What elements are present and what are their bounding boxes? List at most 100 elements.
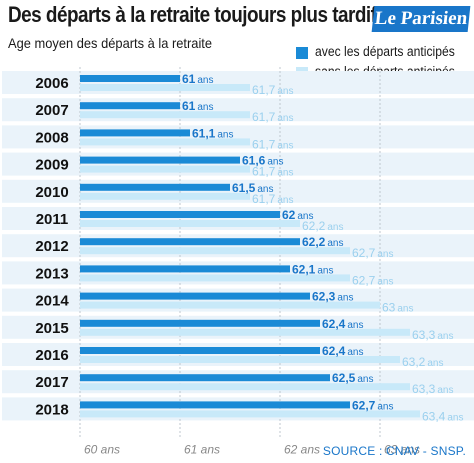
bar-sans-anticipes <box>80 356 400 363</box>
data-label-sans-value: 61,7 <box>252 83 276 97</box>
data-label-avec-value: 62,5 <box>332 371 356 385</box>
data-label-avec: 61,1 ans <box>192 126 233 140</box>
data-label-avec-unit: ans <box>377 401 393 412</box>
year-label: 2015 <box>35 320 68 337</box>
bar-avec-anticipes <box>80 319 320 327</box>
data-label-avec-value: 62,3 <box>312 290 336 304</box>
bar-avec-anticipes <box>80 211 280 218</box>
data-label-sans-unit: ans <box>277 86 293 97</box>
data-label-avec-unit: ans <box>337 293 353 304</box>
data-label-sans-value: 62,7 <box>352 246 376 260</box>
bar-sans-anticipes <box>80 220 300 227</box>
data-label-sans-value: 63,4 <box>422 409 446 423</box>
x-tick-label: 63 ans <box>384 443 420 457</box>
bar-sans-anticipes <box>80 111 250 119</box>
data-label-sans: 63,3 ans <box>412 382 453 396</box>
bar-sans-anticipes <box>80 165 250 173</box>
data-label-avec: 62,3 ans <box>312 290 353 304</box>
x-tick-label: 61 ans <box>184 443 220 457</box>
data-label-sans-unit: ans <box>277 195 293 206</box>
data-label-sans: 62,2 ans <box>302 219 343 233</box>
data-label-avec-value: 62,4 <box>322 317 346 331</box>
x-tick-label: 60 ans <box>84 443 120 457</box>
year-label: 2018 <box>35 401 68 418</box>
data-label-sans: 61,7 ans <box>252 192 293 206</box>
year-label: 2010 <box>35 184 68 201</box>
data-label-avec-unit: ans <box>347 347 363 358</box>
data-label-sans-unit: ans <box>427 358 443 369</box>
data-label-avec-value: 61 <box>182 72 196 86</box>
year-label: 2008 <box>35 129 68 146</box>
data-label-avec: 62,4 ans <box>322 344 363 358</box>
legend-swatch-dark <box>296 47 308 59</box>
data-label-sans-value: 63 <box>382 301 396 315</box>
year-label: 2007 <box>35 102 68 119</box>
data-label-avec: 62,4 ans <box>322 317 363 331</box>
data-label-avec-unit: ans <box>217 129 233 140</box>
data-label-sans: 63 ans <box>382 301 413 315</box>
bar-sans-anticipes <box>80 192 250 200</box>
data-label-sans: 61,7 ans <box>252 83 293 97</box>
data-label-sans: 63,2 ans <box>402 355 443 369</box>
data-label-avec-unit: ans <box>257 184 273 195</box>
data-label-sans-unit: ans <box>277 113 293 124</box>
data-label-sans-unit: ans <box>437 331 453 342</box>
data-label-sans-value: 63,3 <box>412 328 436 342</box>
data-label-sans-unit: ans <box>447 412 463 423</box>
bar-avec-anticipes <box>80 75 180 82</box>
data-label-sans: 63,3 ans <box>412 328 453 342</box>
year-label: 2013 <box>35 265 68 282</box>
chart-subtitle: Age moyen des départs à la retraite <box>8 35 213 51</box>
data-label-avec: 61,6 ans <box>242 154 283 168</box>
data-label-sans-unit: ans <box>397 304 413 315</box>
data-label-avec-unit: ans <box>317 265 333 276</box>
data-label-avec: 62 ans <box>282 208 313 222</box>
data-label-avec: 62,1 ans <box>292 262 333 276</box>
year-label: 2014 <box>35 293 69 310</box>
data-label-avec-value: 62,4 <box>322 344 346 358</box>
legend-label-with-early: avec les départs anticipés <box>315 44 455 59</box>
bar-avec-anticipes <box>80 347 320 354</box>
data-label-sans-unit: ans <box>377 249 393 260</box>
data-label-sans-unit: ans <box>327 222 343 233</box>
data-label-sans-unit: ans <box>277 168 293 179</box>
data-label-avec-value: 62,2 <box>302 235 326 249</box>
year-label: 2016 <box>35 347 68 364</box>
bar-sans-anticipes <box>80 301 380 309</box>
data-label-avec-value: 61,5 <box>232 181 256 195</box>
data-label-avec-value: 62,1 <box>292 262 316 276</box>
legend-item-with-early: avec les départs anticipés <box>296 44 474 62</box>
data-label-sans: 61,7 ans <box>252 110 293 124</box>
data-label-avec-unit: ans <box>197 102 213 113</box>
bar-sans-anticipes <box>80 84 250 91</box>
bar-sans-anticipes <box>80 383 410 391</box>
data-label-sans-value: 63,2 <box>402 355 426 369</box>
data-label-sans: 63,4 ans <box>422 409 463 423</box>
bar-sans-anticipes <box>80 410 420 418</box>
data-label-sans-unit: ans <box>277 140 293 151</box>
data-label-avec-value: 62,7 <box>352 398 376 412</box>
x-tick-label: 62 ans <box>284 443 320 457</box>
year-label: 2012 <box>35 238 68 255</box>
data-label-sans-value: 62,2 <box>302 219 326 233</box>
data-label-avec: 61,5 ans <box>232 181 273 195</box>
bar-sans-anticipes <box>80 138 250 146</box>
data-label-sans-value: 62,7 <box>352 273 376 287</box>
data-label-avec-unit: ans <box>357 374 373 385</box>
bar-avec-anticipes <box>80 238 300 246</box>
data-label-avec-unit: ans <box>297 211 313 222</box>
year-label: 2011 <box>36 211 69 228</box>
data-label-sans: 61,7 ans <box>252 165 293 179</box>
data-label-avec: 61 ans <box>182 72 213 86</box>
data-label-avec: 62,2 ans <box>302 235 343 249</box>
data-label-avec: 62,5 ans <box>332 371 373 385</box>
data-label-avec-value: 62 <box>282 208 296 222</box>
data-label-sans: 62,7 ans <box>352 246 393 260</box>
bar-avec-anticipes <box>80 401 350 409</box>
bar-avec-anticipes <box>80 292 310 300</box>
bar-avec-anticipes <box>80 183 230 191</box>
bar-sans-anticipes <box>80 328 410 336</box>
bar-avec-anticipes <box>80 102 180 110</box>
data-label-sans-unit: ans <box>377 276 393 287</box>
